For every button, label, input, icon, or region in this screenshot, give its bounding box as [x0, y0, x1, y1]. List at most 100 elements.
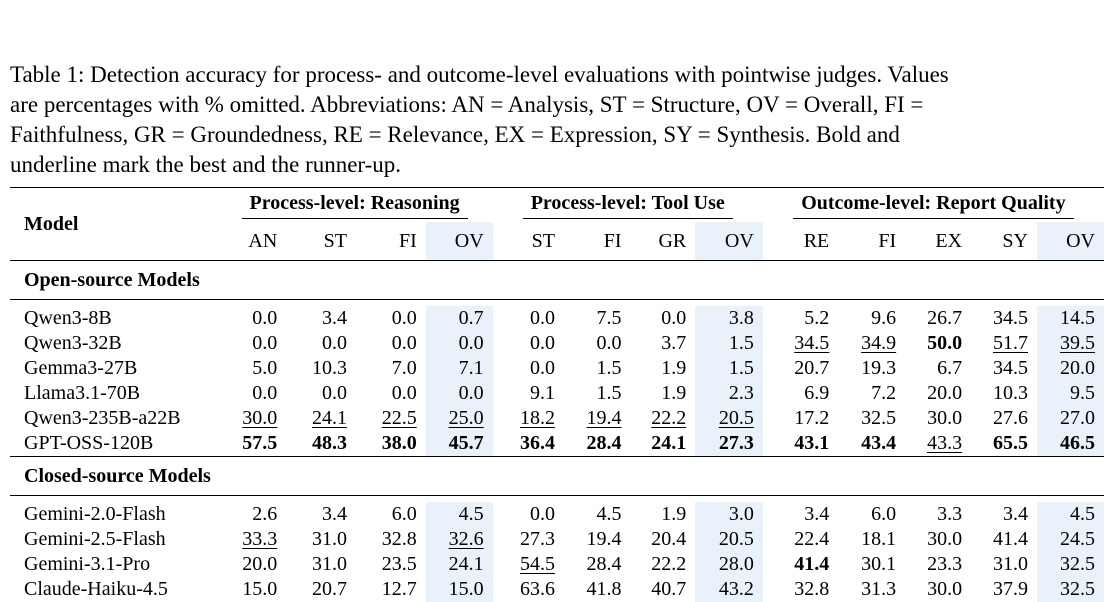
cell-value: 20.7: [794, 357, 829, 379]
cell-value: 9.1: [530, 382, 555, 404]
table-cell: 57.5: [217, 431, 287, 457]
cell-value: 41.8: [587, 578, 622, 600]
table-cell: 14.5: [1037, 306, 1104, 331]
table-caption: Table 1: Detection accuracy for process-…: [10, 60, 1108, 180]
cell-value: 30.1: [861, 553, 896, 575]
cell-value: 20.4: [651, 528, 686, 550]
table-cell: 0.0: [631, 306, 696, 331]
cell-value: 28.4: [587, 432, 622, 454]
table-cell: 31.0: [286, 552, 356, 577]
table-cell: 32.5: [1037, 552, 1104, 577]
cell-value: 57.5: [242, 432, 277, 454]
table-cell: 3.4: [763, 502, 838, 527]
cell-value: 43.4: [861, 432, 896, 454]
cell-value: 43.2: [719, 578, 754, 600]
table-cell: 0.0: [286, 331, 356, 356]
cell-value: 24.5: [1060, 528, 1095, 550]
table-cell: 0.0: [217, 381, 287, 406]
cell-value: 3.0: [729, 503, 754, 525]
cell-value: 48.3: [312, 432, 347, 454]
table-cell: 3.4: [286, 306, 356, 331]
cell-value: 34.5: [794, 332, 829, 354]
table-cell: 48.3: [286, 431, 356, 457]
table-cell: 6.9: [763, 381, 838, 406]
table-cell: 22.2: [631, 406, 696, 431]
table-cell: 9.1: [493, 381, 564, 406]
table-cell: 24.5: [1037, 527, 1104, 552]
cell-value: 30.0: [242, 407, 277, 429]
caption-line: Table 1: Detection accuracy for process-…: [10, 60, 1108, 90]
col-header: RE: [763, 222, 838, 261]
cell-value: 31.0: [312, 553, 347, 575]
table-cell: 18.2: [493, 406, 564, 431]
table-cell: 19.4: [564, 527, 631, 552]
cell-value: 1.5: [729, 357, 754, 379]
cell-value: 20.5: [719, 528, 754, 550]
cell-value: 0.0: [322, 332, 347, 354]
table-cell: 10.3: [971, 381, 1037, 406]
cell-value: 27.3: [520, 528, 555, 550]
cell-value: 33.3: [242, 528, 277, 550]
cell-value: 30.0: [927, 407, 962, 429]
cell-value: 19.4: [587, 407, 622, 429]
cell-value: 36.4: [520, 432, 555, 454]
model-name: Qwen3-8B: [10, 306, 217, 331]
table-cell: 5.2: [763, 306, 838, 331]
cell-value: 23.5: [382, 553, 417, 575]
table-cell: 3.8: [695, 306, 763, 331]
cell-value: 27.0: [1060, 407, 1095, 429]
table-cell: 63.6: [493, 577, 564, 602]
section-title: Closed-source Models: [10, 457, 1104, 496]
cell-value: 31.0: [312, 528, 347, 550]
cell-value: 43.3: [927, 432, 962, 454]
cell-value: 1.5: [597, 382, 622, 404]
table-cell: 0.0: [426, 381, 493, 406]
table-cell: 41.8: [564, 577, 631, 602]
cell-value: 32.5: [861, 407, 896, 429]
model-name: Gemini-2.5-Flash: [10, 527, 217, 552]
table-cell: 0.0: [564, 331, 631, 356]
table-cell: 7.5: [564, 306, 631, 331]
table-cell: 12.7: [356, 577, 426, 602]
cell-value: 3.4: [322, 307, 347, 329]
cell-value: 0.0: [530, 332, 555, 354]
model-name: GPT-OSS-120B: [10, 431, 217, 457]
cell-value: 7.2: [871, 382, 896, 404]
table-cell: 0.0: [356, 331, 426, 356]
table-cell: 31.0: [286, 527, 356, 552]
table-cell: 0.0: [356, 381, 426, 406]
table-cell: 34.9: [838, 331, 905, 356]
table-cell: 43.4: [838, 431, 905, 457]
table-cell: 24.1: [631, 431, 696, 457]
cell-value: 3.3: [937, 503, 962, 525]
table-cell: 20.0: [905, 381, 971, 406]
table-cell: 31.0: [971, 552, 1037, 577]
table-cell: 30.1: [838, 552, 905, 577]
cell-value: 0.0: [530, 307, 555, 329]
table-cell: 22.4: [763, 527, 838, 552]
model-name: Claude-Haiku-4.5: [10, 577, 217, 602]
cell-value: 0.0: [392, 332, 417, 354]
cell-value: 7.5: [597, 307, 622, 329]
table-cell: 30.0: [905, 527, 971, 552]
cell-value: 27.3: [719, 432, 754, 454]
table-cell: 3.0: [695, 502, 763, 527]
cell-value: 1.9: [661, 503, 686, 525]
cell-value: 1.5: [597, 357, 622, 379]
cell-value: 3.4: [322, 503, 347, 525]
table-cell: 1.9: [631, 502, 696, 527]
cell-value: 15.0: [242, 578, 277, 600]
cell-value: 0.0: [252, 332, 277, 354]
cell-value: 4.5: [597, 503, 622, 525]
table-cell: 7.2: [838, 381, 905, 406]
cell-value: 12.7: [382, 578, 417, 600]
table-cell: 23.5: [356, 552, 426, 577]
col-header: AN: [217, 222, 287, 261]
cell-value: 22.5: [382, 407, 417, 429]
cell-value: 0.0: [459, 332, 484, 354]
cell-value: 26.7: [927, 307, 962, 329]
cell-value: 0.0: [252, 307, 277, 329]
table-cell: 32.6: [426, 527, 493, 552]
